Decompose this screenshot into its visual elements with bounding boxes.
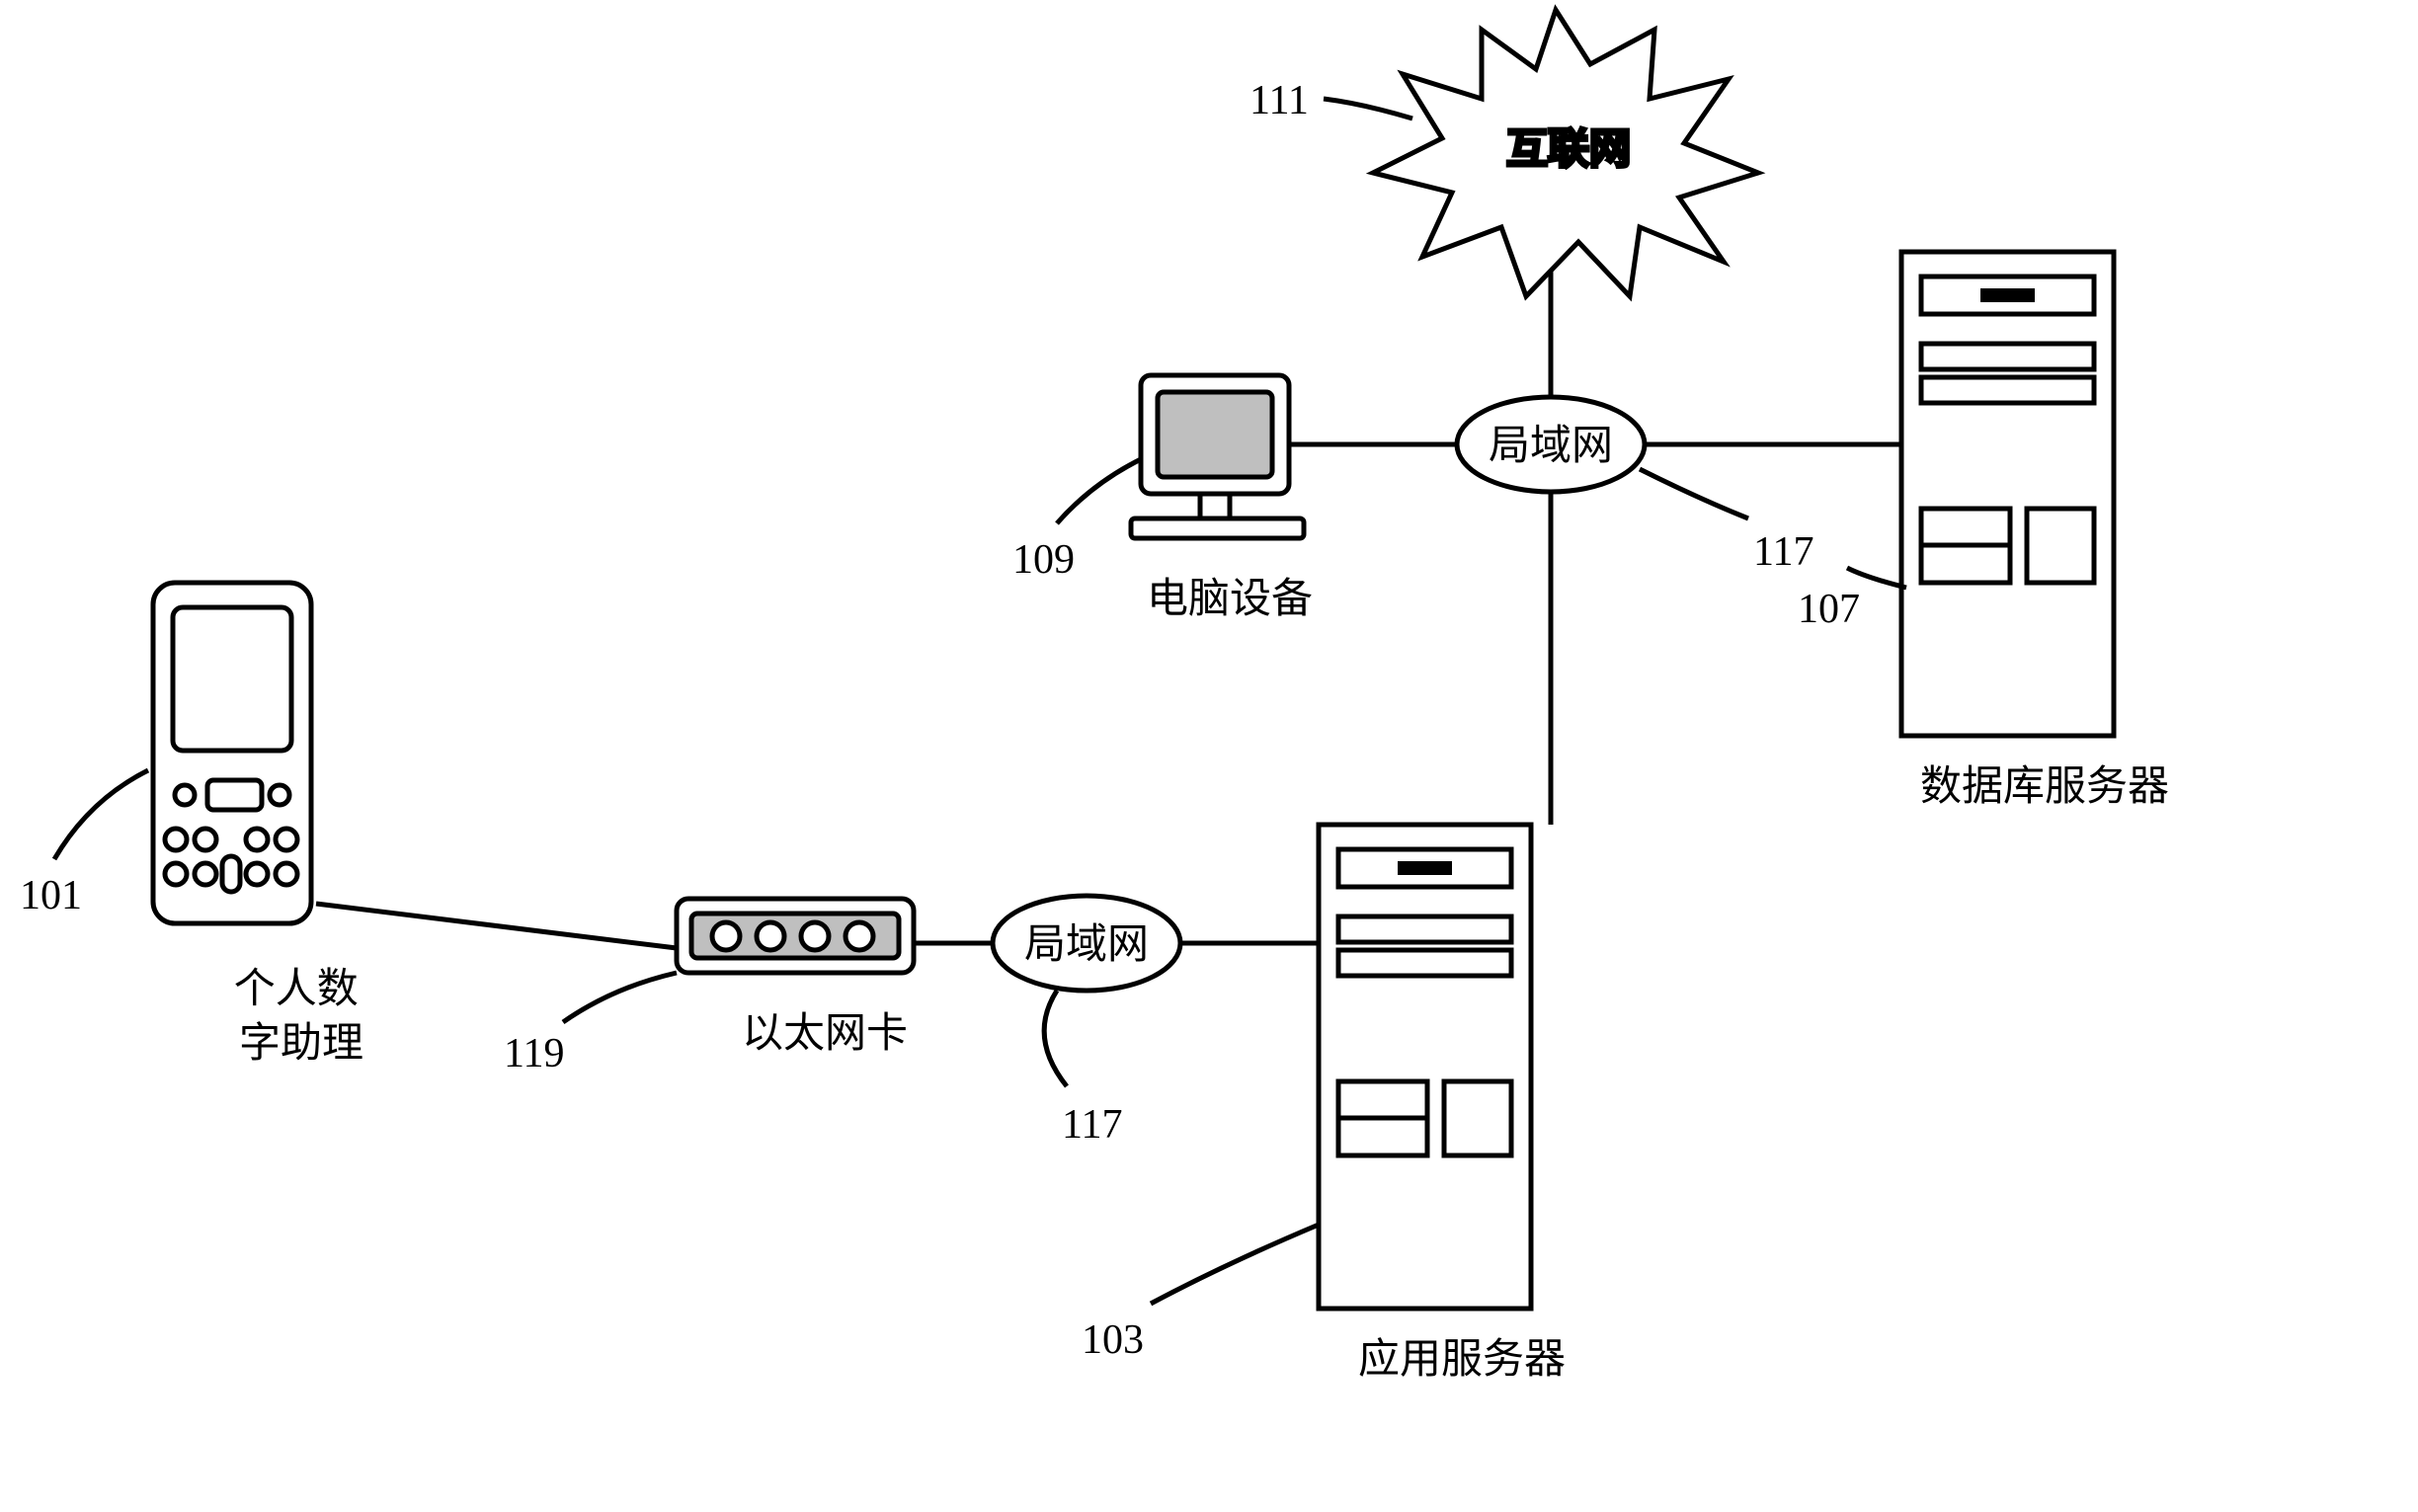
lan1-ref: 117 <box>1062 1102 1122 1148</box>
dbserver-label: 数据库服务器 <box>1920 764 2169 810</box>
nic-ref: 119 <box>504 1031 564 1076</box>
svg-text:局域网: 局域网 <box>1489 424 1613 469</box>
dbserver-ref: 107 <box>1798 587 1860 632</box>
lan1-node: 局域网 <box>993 896 1180 991</box>
network-diagram: 个人数 字助理 101 以太网卡 119 局域网 117 局域网 117 <box>0 0 2418 1512</box>
nic-label: 以太网卡 <box>742 1011 908 1057</box>
lan1-lead <box>1044 991 1067 1086</box>
computer-node <box>1131 375 1304 538</box>
nic-lead <box>563 973 677 1022</box>
appserver-label: 应用服务器 <box>1358 1336 1566 1383</box>
appserver-ref: 103 <box>1082 1317 1144 1363</box>
dbserver-lead <box>1847 568 1906 588</box>
nic-node <box>677 899 914 973</box>
pda-node <box>153 583 311 923</box>
svg-text:互联网: 互联网 <box>1506 127 1631 173</box>
pda-ref: 101 <box>20 873 82 918</box>
computer-ref: 109 <box>1012 537 1075 583</box>
lan2-lead <box>1640 469 1748 518</box>
internet-lead <box>1324 99 1412 119</box>
appserver-node <box>1319 825 1531 1309</box>
lan2-node: 局域网 <box>1457 397 1645 492</box>
dbserver-node <box>1901 252 2114 736</box>
edge-pda-nic <box>316 904 677 948</box>
pda-lead <box>54 770 148 859</box>
lan2-ref: 117 <box>1753 529 1814 575</box>
pda-label: 个人数 字助理 <box>234 967 369 1067</box>
appserver-lead <box>1151 1225 1319 1304</box>
computer-lead <box>1057 459 1141 523</box>
computer-label: 电脑设备 <box>1147 577 1313 622</box>
internet-node: 互联网 <box>1373 10 1758 296</box>
svg-text:局域网: 局域网 <box>1024 922 1149 968</box>
internet-ref: 111 <box>1249 78 1309 123</box>
edges <box>316 260 1901 948</box>
